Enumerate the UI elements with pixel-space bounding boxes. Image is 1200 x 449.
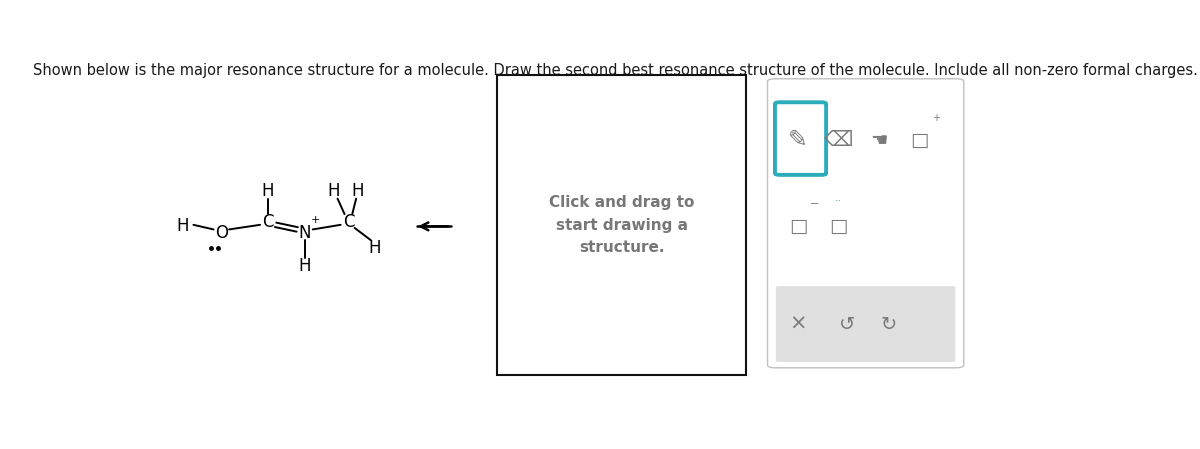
Text: □: □ — [829, 217, 847, 236]
Text: −: − — [810, 199, 820, 209]
Text: N: N — [299, 224, 311, 242]
Text: H: H — [368, 239, 382, 257]
Text: Click and drag to
start drawing a
structure.: Click and drag to start drawing a struct… — [548, 195, 694, 255]
Text: C: C — [262, 213, 274, 231]
Text: □: □ — [790, 217, 808, 236]
Text: ↺: ↺ — [839, 315, 856, 334]
Text: +: + — [932, 113, 940, 123]
Text: H: H — [176, 217, 188, 235]
Text: H: H — [299, 257, 311, 275]
Text: Shown below is the major resonance structure for a molecule. Draw the second bes: Shown below is the major resonance struc… — [32, 62, 1198, 78]
Text: ··: ·· — [834, 196, 842, 206]
Text: ×: × — [790, 314, 806, 334]
Text: ☚: ☚ — [870, 131, 888, 150]
Text: C: C — [343, 213, 354, 231]
Text: ⌫: ⌫ — [823, 130, 853, 150]
FancyBboxPatch shape — [775, 102, 826, 175]
Text: □: □ — [910, 131, 929, 150]
Text: ✎: ✎ — [788, 128, 808, 152]
FancyBboxPatch shape — [776, 286, 955, 362]
Bar — [497, 75, 746, 375]
Text: O: O — [215, 224, 228, 242]
Text: H: H — [328, 182, 340, 200]
FancyBboxPatch shape — [768, 79, 964, 368]
Text: H: H — [262, 182, 274, 200]
Text: ↻: ↻ — [881, 315, 896, 334]
Text: H: H — [352, 182, 364, 200]
Text: +: + — [311, 215, 320, 225]
